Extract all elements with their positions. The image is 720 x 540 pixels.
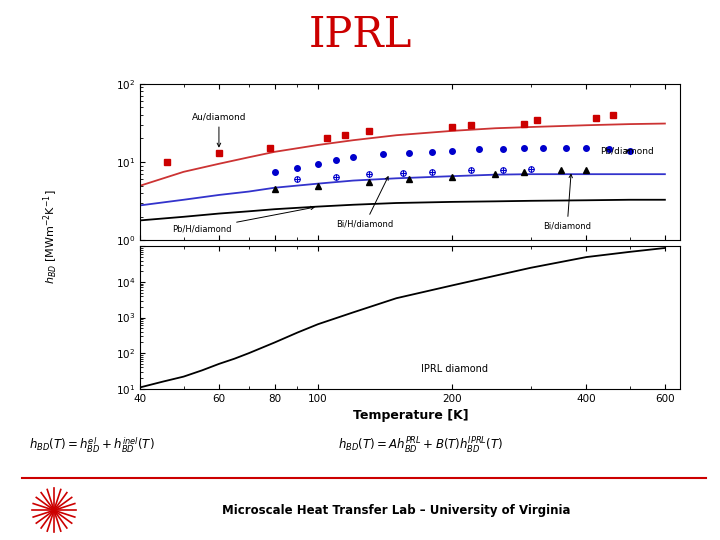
Text: Bi/diamond: Bi/diamond — [543, 174, 591, 231]
Text: Microscale Heat Transfer Lab – University of Virginia: Microscale Heat Transfer Lab – Universit… — [222, 504, 570, 517]
Text: IPRL: IPRL — [308, 14, 412, 56]
Text: IPRL diamond: IPRL diamond — [420, 364, 487, 374]
Text: $h_{BD}(T) = Ah_{BD}^{PRL} + B(T)h_{BD}^{IPRL}(T)$: $h_{BD}(T) = Ah_{BD}^{PRL} + B(T)h_{BD}^… — [338, 435, 504, 456]
X-axis label: Temperature [K]: Temperature [K] — [353, 409, 468, 422]
Text: $h_{BD}$ [MWm$^{-2}$K$^{-1}$]: $h_{BD}$ [MWm$^{-2}$K$^{-1}$] — [41, 189, 60, 284]
Text: Bi/H/diamond: Bi/H/diamond — [336, 177, 394, 228]
Text: Au/diamond: Au/diamond — [192, 112, 246, 147]
Text: $h_{BD}(T) = h_{BD}^{el} + h_{BD}^{inel}(T)$: $h_{BD}(T) = h_{BD}^{el} + h_{BD}^{inel}… — [29, 436, 155, 455]
Text: Pb/diamond: Pb/diamond — [600, 146, 654, 155]
Text: Pb/H/diamond: Pb/H/diamond — [171, 206, 314, 233]
